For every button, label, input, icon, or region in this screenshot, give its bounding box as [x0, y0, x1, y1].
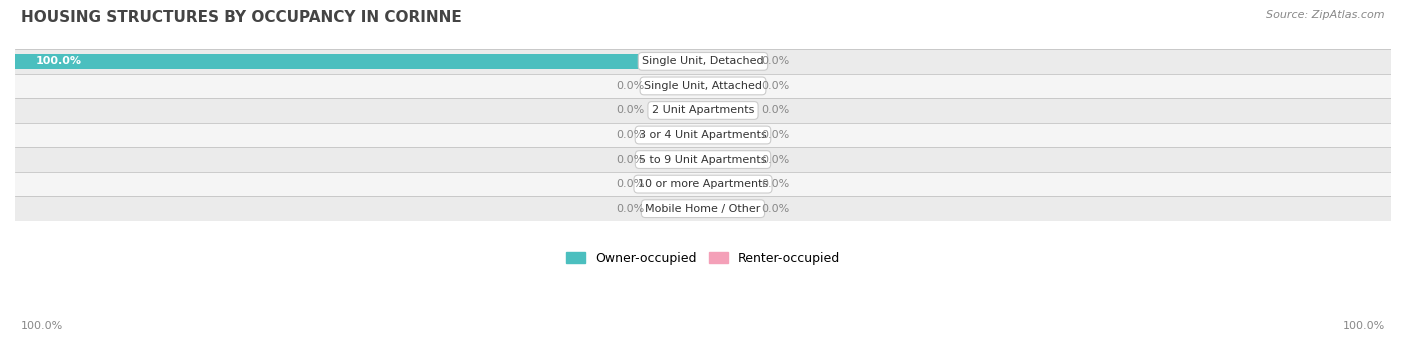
Bar — [662, 152, 703, 167]
Bar — [703, 78, 744, 93]
Text: 0.0%: 0.0% — [762, 154, 790, 165]
Text: 0.0%: 0.0% — [762, 204, 790, 214]
Bar — [703, 128, 744, 143]
Text: Source: ZipAtlas.com: Source: ZipAtlas.com — [1267, 10, 1385, 20]
Text: 0.0%: 0.0% — [616, 105, 644, 116]
Text: Mobile Home / Other: Mobile Home / Other — [645, 204, 761, 214]
Bar — [15, 98, 1391, 123]
Bar — [15, 172, 1391, 196]
Text: 100.0%: 100.0% — [1343, 321, 1385, 331]
Bar — [15, 54, 703, 69]
Bar — [703, 201, 744, 216]
Bar — [15, 196, 1391, 221]
Bar — [662, 78, 703, 93]
Text: 5 to 9 Unit Apartments: 5 to 9 Unit Apartments — [640, 154, 766, 165]
Text: 0.0%: 0.0% — [616, 130, 644, 140]
Bar — [15, 147, 1391, 172]
Text: 0.0%: 0.0% — [762, 56, 790, 66]
Text: HOUSING STRUCTURES BY OCCUPANCY IN CORINNE: HOUSING STRUCTURES BY OCCUPANCY IN CORIN… — [21, 10, 461, 25]
Text: 2 Unit Apartments: 2 Unit Apartments — [652, 105, 754, 116]
Bar — [703, 177, 744, 192]
Bar — [662, 201, 703, 216]
Bar — [15, 49, 1391, 74]
Text: 0.0%: 0.0% — [762, 81, 790, 91]
Text: 0.0%: 0.0% — [762, 130, 790, 140]
Text: 100.0%: 100.0% — [21, 321, 63, 331]
Bar — [662, 177, 703, 192]
Text: 0.0%: 0.0% — [616, 81, 644, 91]
Text: 100.0%: 100.0% — [35, 56, 82, 66]
Bar — [703, 152, 744, 167]
Bar — [703, 54, 744, 69]
Text: 0.0%: 0.0% — [762, 105, 790, 116]
Text: 0.0%: 0.0% — [616, 204, 644, 214]
Text: 0.0%: 0.0% — [616, 179, 644, 189]
Text: 10 or more Apartments: 10 or more Apartments — [638, 179, 768, 189]
Bar — [662, 128, 703, 143]
Legend: Owner-occupied, Renter-occupied: Owner-occupied, Renter-occupied — [561, 247, 845, 270]
Bar — [15, 74, 1391, 98]
Text: Single Unit, Detached: Single Unit, Detached — [643, 56, 763, 66]
Text: 0.0%: 0.0% — [616, 154, 644, 165]
Text: 3 or 4 Unit Apartments: 3 or 4 Unit Apartments — [640, 130, 766, 140]
Text: 0.0%: 0.0% — [762, 179, 790, 189]
Bar — [703, 103, 744, 118]
Text: Single Unit, Attached: Single Unit, Attached — [644, 81, 762, 91]
Bar — [15, 123, 1391, 147]
Bar — [662, 103, 703, 118]
